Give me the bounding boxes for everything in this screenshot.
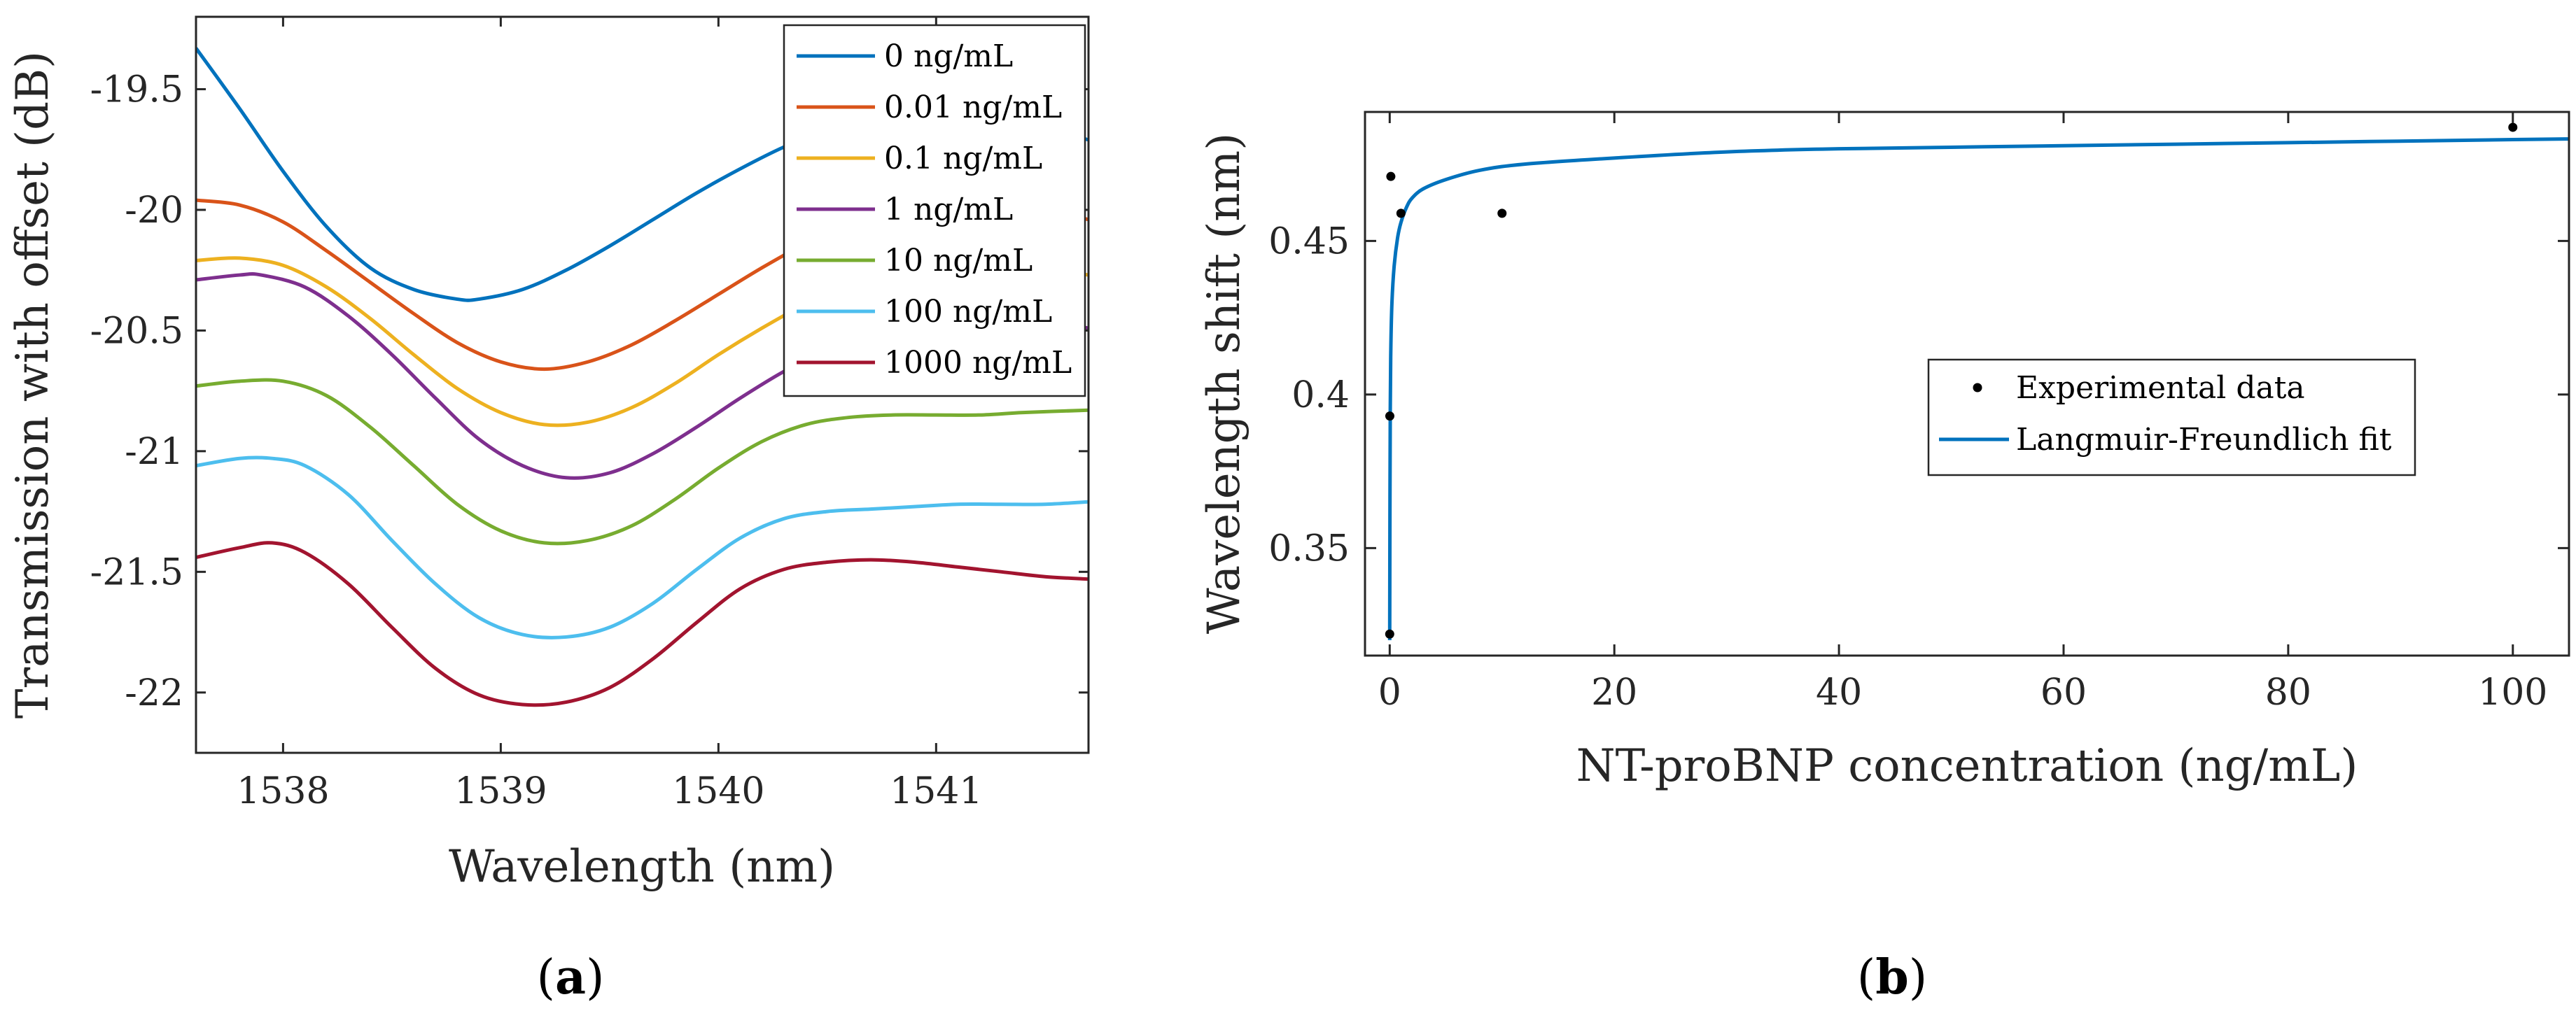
series-line-10-ng-ml bbox=[196, 378, 1088, 546]
panel-b-legend: Experimental data Langmuir-Freundlich fit bbox=[1927, 358, 2416, 476]
y-tick-label: -22 bbox=[125, 672, 183, 714]
panel-a-label: (a) bbox=[536, 949, 604, 1005]
y-tick-label: 0.4 bbox=[1292, 374, 1350, 416]
panel-b-series bbox=[1385, 122, 2569, 641]
data-point bbox=[1385, 411, 1394, 421]
panel-b-axes-box bbox=[1364, 111, 2570, 657]
x-tick-label: 1538 bbox=[237, 770, 329, 812]
x-tick-label: 100 bbox=[2478, 672, 2547, 714]
x-tick-label: 80 bbox=[2265, 672, 2311, 714]
panel-b-xlabel: NT-proBNP concentration (ng/mL) bbox=[1576, 740, 2358, 792]
series-line-100-ng-ml bbox=[196, 455, 1088, 639]
data-point bbox=[1396, 208, 1406, 218]
panel-b-label: (b) bbox=[1857, 949, 1928, 1005]
x-tick-label: 20 bbox=[1591, 672, 1637, 714]
y-tick-label: 0.45 bbox=[1268, 220, 1350, 262]
panel-b-legend-box bbox=[1927, 358, 2416, 476]
panel-a-ticks: 1538 1539 1540 1541 -19.5 -20 -20.5 -21 -21.5 -22 bbox=[90, 17, 1088, 812]
x-tick-label: 60 bbox=[2040, 672, 2087, 714]
panel-b: 0 20 40 60 80 100 0.35 0.4 0.45 NT-proBNP concen… bbox=[1198, 111, 2570, 1005]
legend-entry-1000-ng-ml: 1000 ng/mL bbox=[884, 345, 1072, 381]
panel-a-legend: 0 ng/mL 0.01 ng/mL 0.1 ng/mL 1 ng/mL 10 ng/m… bbox=[783, 24, 1086, 397]
panel-b-ticks: 0 20 40 60 80 100 0.35 0.4 0.45 bbox=[1268, 112, 2569, 714]
data-point bbox=[1385, 629, 1394, 639]
legend-entry-0-ng-ml: 0 ng/mL bbox=[884, 38, 1013, 74]
panel-a-ylabel: Transmission with offset (dB) bbox=[7, 51, 59, 719]
legend-entry-10-ng-ml: 10 ng/mL bbox=[884, 243, 1032, 278]
y-tick-label: -21 bbox=[125, 431, 183, 473]
panel-a-series-lines bbox=[196, 47, 1088, 707]
data-point bbox=[1386, 171, 1396, 181]
series-line-1000-ng-ml bbox=[196, 541, 1088, 707]
x-tick-label: 1539 bbox=[454, 770, 547, 812]
legend-entry-0-01-ng-ml: 0.01 ng/mL bbox=[884, 90, 1062, 125]
y-tick-label: -19.5 bbox=[90, 69, 183, 111]
panel-b-ylabel: Wavelength shift (nm) bbox=[1198, 133, 1250, 634]
legend-entry-100-ng-ml: 100 ng/mL bbox=[884, 294, 1052, 330]
legend-entry-experimental-data: Experimental data bbox=[2016, 370, 2305, 406]
legend-swatch-experimental-data bbox=[1973, 383, 1982, 393]
y-tick-label: 0.35 bbox=[1268, 528, 1350, 570]
panel-a-xlabel: Wavelength (nm) bbox=[449, 841, 835, 893]
data-point bbox=[2508, 122, 2518, 132]
y-tick-label: -20.5 bbox=[90, 310, 183, 352]
legend-entry-langmuir-freundlich-fit: Langmuir-Freundlich fit bbox=[2016, 422, 2392, 458]
legend-entry-1-ng-ml: 1 ng/mL bbox=[884, 192, 1013, 227]
x-tick-label: 1540 bbox=[672, 770, 764, 812]
y-tick-label: -21.5 bbox=[90, 551, 183, 593]
x-tick-label: 1541 bbox=[890, 770, 982, 812]
x-tick-label: 40 bbox=[1816, 672, 1862, 714]
panel-a: 1538 1539 1540 1541 -19.5 -20 -20.5 -21 -21.5 -22… bbox=[7, 15, 1090, 1005]
panel-a-axes-box bbox=[195, 15, 1090, 754]
y-tick-label: -20 bbox=[125, 190, 183, 232]
legend-entry-0-1-ng-ml: 0.1 ng/mL bbox=[884, 141, 1042, 176]
data-point bbox=[1497, 208, 1507, 218]
fit-line-langmuir-freundlich bbox=[1387, 137, 2569, 641]
x-tick-label: 0 bbox=[1378, 672, 1401, 714]
